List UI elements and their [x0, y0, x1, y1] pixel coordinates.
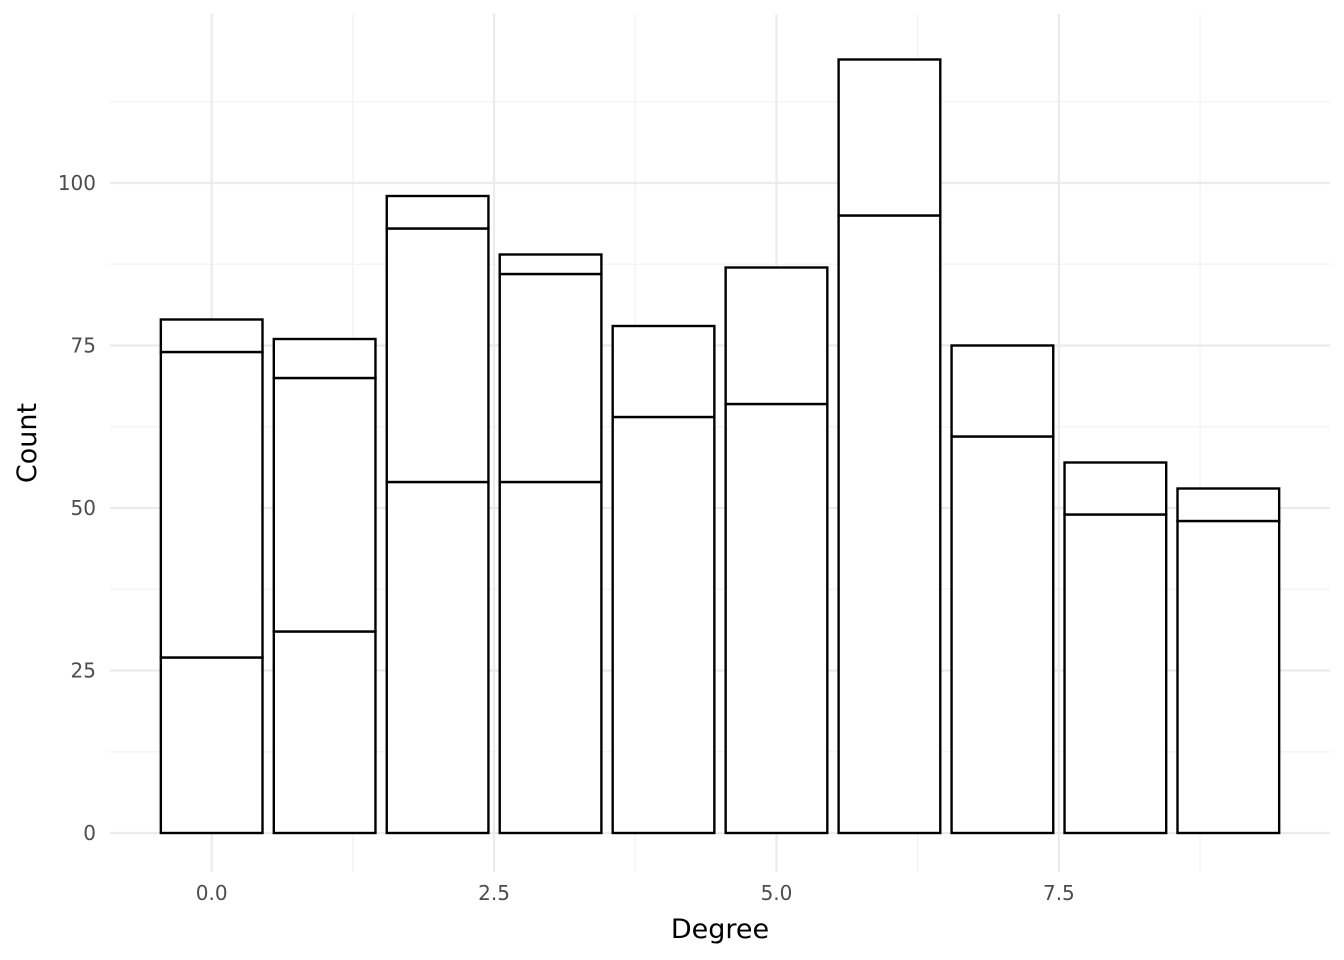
bar-segment — [724, 402, 829, 835]
y-axis-title: Count — [12, 403, 43, 483]
bar-segment — [272, 376, 377, 633]
y-tick-label: 100 — [58, 171, 96, 195]
bar-segment — [498, 253, 603, 276]
y-tick-label: 25 — [71, 659, 96, 683]
bar-segment — [837, 214, 942, 835]
bar-segment — [1176, 487, 1281, 523]
bar-segment — [385, 480, 490, 835]
bars — [159, 58, 1281, 835]
y-axis-tick-labels: 0 25 50 75 100 — [58, 171, 96, 845]
bar-segment — [385, 227, 490, 484]
bar-segment — [159, 318, 264, 354]
bar-segment — [385, 194, 490, 230]
bar-segment — [498, 272, 603, 484]
bar-segment — [611, 324, 716, 419]
x-tick-label: 2.5 — [478, 881, 510, 905]
bar-segment — [1063, 461, 1168, 516]
bar-segment — [498, 480, 603, 835]
bar-segment — [272, 337, 377, 380]
bar-segment — [1176, 519, 1281, 835]
x-tick-label: 5.0 — [761, 881, 793, 905]
bar-segment — [837, 58, 942, 217]
bar-segment — [1063, 513, 1168, 835]
bar-segment — [950, 435, 1055, 835]
bar-segment — [724, 266, 829, 406]
x-tick-label: 0.0 — [196, 881, 228, 905]
y-tick-label: 75 — [71, 334, 96, 358]
y-tick-label: 0 — [83, 821, 96, 845]
bar-segment — [950, 344, 1055, 438]
x-axis-tick-labels: 0.0 2.5 5.0 7.5 — [196, 881, 1075, 905]
bar-segment — [159, 656, 264, 835]
y-tick-label: 50 — [71, 496, 96, 520]
x-axis-title: Degree — [671, 914, 769, 945]
bar-segment — [272, 630, 377, 835]
x-tick-label: 7.5 — [1043, 881, 1075, 905]
bar-segment — [159, 350, 264, 659]
bar-segment — [611, 415, 716, 835]
